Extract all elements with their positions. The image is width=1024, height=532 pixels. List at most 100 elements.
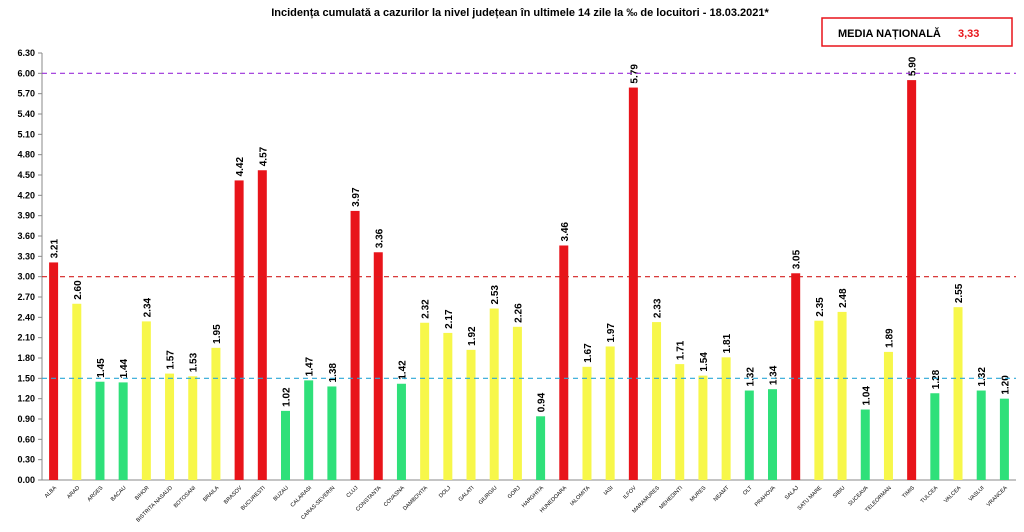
value-label: 1.89 (884, 328, 895, 348)
x-tick-label: DOLJ (438, 485, 452, 499)
value-label: 1.32 (745, 367, 756, 387)
x-tick-label: HARGHITA (521, 485, 545, 509)
value-label: 1.54 (699, 352, 710, 372)
y-tick-label: 0.00 (17, 475, 35, 485)
x-tick-label: ILFOV (622, 485, 638, 501)
value-label: 1.34 (769, 365, 780, 385)
x-tick-label: BRASOV (223, 485, 244, 506)
value-label: 2.48 (838, 288, 849, 308)
value-label: 2.34 (142, 297, 153, 317)
x-tick-label: VALCEA (943, 485, 963, 505)
x-tick-label: OLT (742, 485, 754, 497)
bar (257, 170, 267, 480)
bar (652, 322, 662, 480)
bar (188, 376, 198, 480)
bar (791, 273, 801, 480)
value-label: 2.60 (73, 280, 84, 300)
x-tick-label: GIURGIU (478, 485, 499, 506)
value-label: 1.47 (305, 356, 316, 376)
x-tick-label: COVASNA (383, 485, 406, 508)
bar (512, 326, 522, 480)
x-tick-label: BOTOSANI (173, 485, 198, 510)
x-tick-label: TIMIS (901, 485, 916, 500)
value-label: 1.28 (931, 369, 942, 389)
bar (837, 311, 847, 480)
y-tick-label: 3.00 (17, 272, 35, 282)
x-tick-label: IASI (603, 485, 615, 497)
x-tick-label: SUCEAVA (847, 485, 869, 507)
bar (420, 322, 430, 480)
x-tick-label: DAMBOVITA (402, 485, 429, 512)
x-tick-label: SIBIU (832, 485, 846, 499)
value-label: 2.32 (421, 299, 432, 319)
value-label: 3.36 (374, 228, 385, 248)
bar (605, 346, 615, 480)
value-label: 2.26 (513, 303, 524, 323)
bar (721, 357, 731, 480)
value-label: 3.46 (560, 222, 571, 242)
value-label: 1.57 (166, 350, 177, 370)
chart-title: Incidența cumulată a cazurilor la nivel … (271, 7, 769, 19)
value-label: 1.81 (722, 333, 733, 353)
average-value: 3,33 (958, 28, 979, 40)
x-tick-label: CALARASI (290, 485, 314, 509)
value-label: 1.45 (96, 358, 107, 378)
x-tick-label: MURES (689, 485, 708, 504)
bar (118, 382, 128, 480)
bar (536, 416, 546, 480)
x-tick-label: GORJ (507, 485, 522, 500)
y-tick-label: 4.20 (17, 190, 35, 200)
bar (141, 321, 151, 480)
y-tick-label: 2.10 (17, 333, 35, 343)
bar (373, 252, 383, 480)
bar (814, 320, 824, 480)
x-tick-label: SALAJ (784, 485, 800, 501)
y-tick-label: 3.60 (17, 231, 35, 241)
y-tick-label: 5.70 (17, 89, 35, 99)
bar (281, 410, 290, 480)
value-label: 2.35 (815, 297, 826, 317)
y-tick-label: 1.20 (17, 394, 35, 404)
value-label: 3.97 (351, 187, 362, 207)
y-tick-label: 5.40 (17, 109, 35, 119)
y-tick-label: 1.50 (17, 373, 35, 383)
bar (744, 390, 754, 480)
x-tick-label: ALBA (44, 485, 58, 499)
x-tick-label: CONSTANTA (355, 485, 383, 513)
x-tick-label: BUZAU (272, 485, 289, 502)
y-tick-label: 2.40 (17, 312, 35, 322)
y-tick-label: 4.80 (17, 150, 35, 160)
y-tick-label: 5.10 (17, 129, 35, 139)
value-label: 1.44 (119, 358, 130, 378)
bar (49, 262, 59, 480)
bar (72, 303, 82, 480)
bar (768, 389, 777, 480)
value-label: 2.33 (653, 298, 664, 318)
value-label: 1.53 (189, 352, 200, 372)
y-tick-label: 3.30 (17, 251, 35, 261)
value-label: 1.04 (861, 386, 872, 406)
x-tick-label: BRAILA (202, 485, 220, 503)
bar (953, 307, 963, 480)
bar (582, 366, 592, 480)
value-label: 1.42 (397, 360, 408, 380)
value-label: 1.32 (977, 367, 988, 387)
y-tick-label: 0.30 (17, 455, 35, 465)
value-label: 0.94 (537, 392, 548, 412)
y-tick-label: 0.60 (17, 434, 35, 444)
value-label: 1.95 (212, 324, 223, 344)
x-tick-label: BIHOR (134, 485, 151, 502)
y-tick-label: 6.00 (17, 68, 35, 78)
value-label: 1.67 (583, 343, 594, 363)
x-tick-label: ARGES (87, 485, 105, 503)
bar (628, 87, 638, 481)
value-label: 1.71 (676, 340, 687, 360)
bar (443, 332, 453, 480)
bar (350, 210, 360, 480)
bar (860, 409, 870, 480)
value-label: 5.79 (629, 64, 640, 84)
x-tick-label: PRAHOVA (754, 485, 777, 508)
bar (999, 398, 1009, 480)
x-tick-label: BUCURESTI (240, 485, 267, 512)
